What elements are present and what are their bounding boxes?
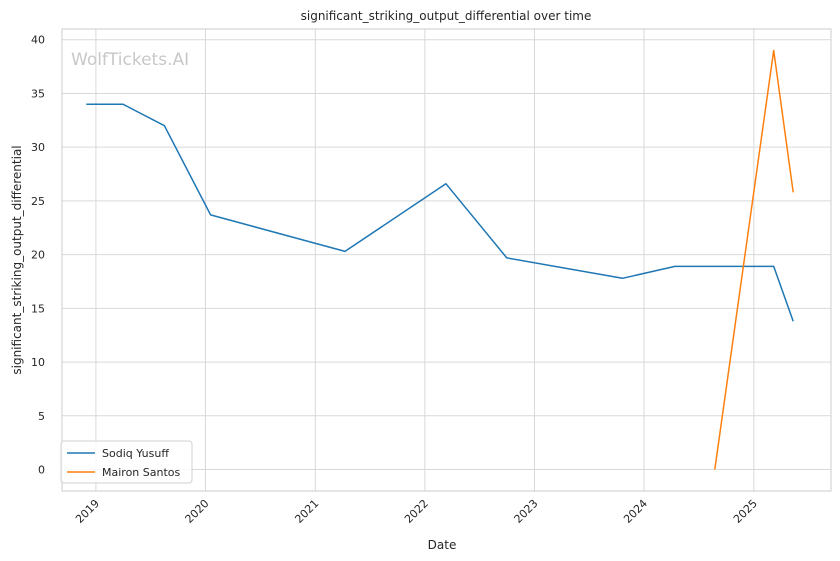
y-tick-label: 0 xyxy=(38,464,45,477)
y-axis-label: significant_striking_output_differential xyxy=(10,145,24,374)
y-tick-label: 30 xyxy=(31,141,45,154)
legend-label-mairon: Mairon Santos xyxy=(102,466,181,479)
y-tick-labels: 0 5 10 15 20 25 30 35 40 xyxy=(31,34,45,477)
series-layer xyxy=(86,49,794,470)
y-tick-label: 5 xyxy=(38,410,45,423)
x-gridlines xyxy=(95,29,755,491)
x-tick-label: 2019 xyxy=(73,497,102,526)
x-tick-label: 2020 xyxy=(183,497,212,526)
x-tick-label: 2023 xyxy=(512,497,541,526)
y-tick-label: 20 xyxy=(31,249,45,262)
y-gridlines xyxy=(62,39,831,471)
series-line-mairon-santos xyxy=(714,49,794,470)
x-tick-labels: 2019 2020 2021 2022 2023 2024 2025 xyxy=(73,497,760,526)
watermark: WolfTickets.AI xyxy=(71,50,189,70)
y-tick-label: 25 xyxy=(31,195,45,208)
x-axis-label: Date xyxy=(428,538,457,552)
plot-frame xyxy=(61,28,832,492)
legend-label-sodiq: Sodiq Yusuff xyxy=(102,447,169,460)
chart-title: significant_striking_output_differential… xyxy=(301,9,592,23)
y-tick-label: 35 xyxy=(31,87,45,100)
y-tick-label: 10 xyxy=(31,356,45,369)
x-tick-label: 2025 xyxy=(731,497,760,526)
x-tick-label: 2024 xyxy=(621,497,650,526)
x-tick-label: 2021 xyxy=(292,497,321,526)
y-tick-label: 40 xyxy=(31,34,45,47)
y-tick-label: 15 xyxy=(31,302,45,315)
plot-area xyxy=(62,29,831,491)
x-tick-label: 2022 xyxy=(402,497,431,526)
series-line-sodiq-yusuff xyxy=(86,103,794,322)
legend: Sodiq Yusuff Mairon Santos xyxy=(60,440,193,484)
